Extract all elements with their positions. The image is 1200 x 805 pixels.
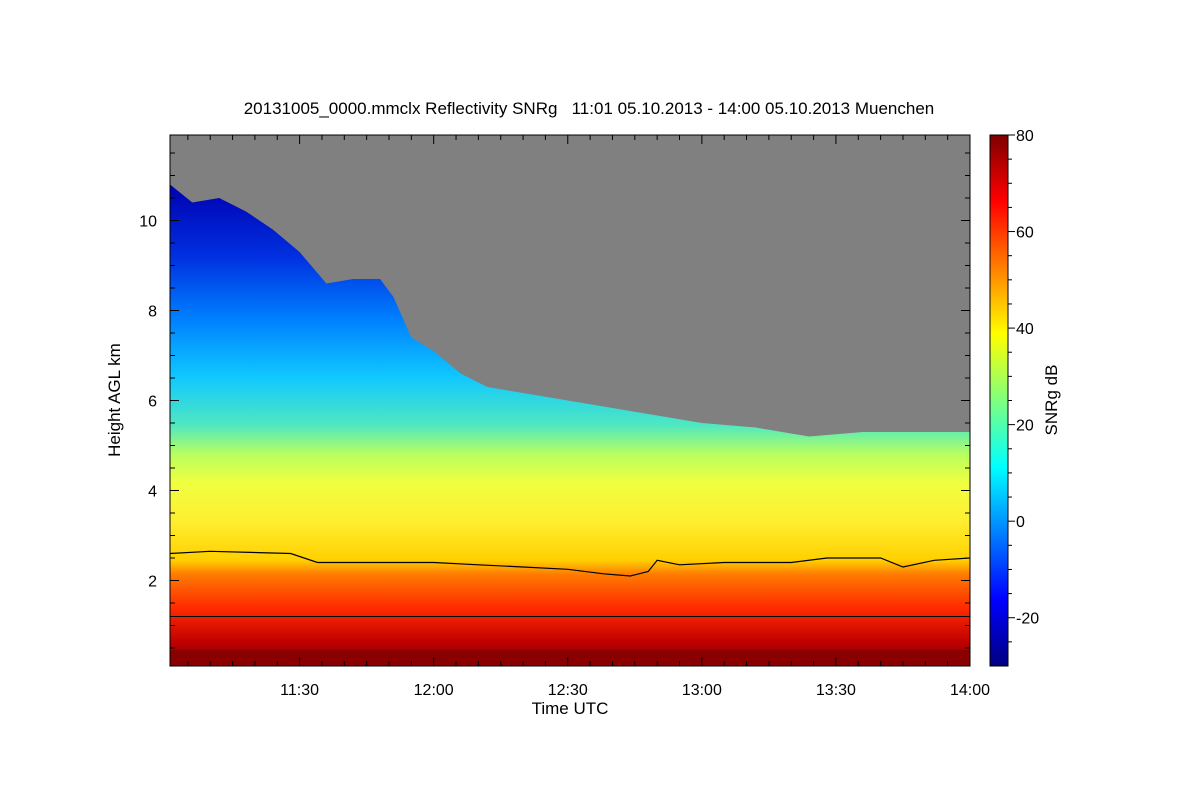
colorbar-tick-label: 20 <box>1016 418 1034 435</box>
y-axis: 2 4 6 8 10 <box>139 152 970 649</box>
x-tick-label: 14:00 <box>950 682 990 699</box>
colorbar-tick-label: 40 <box>1016 321 1034 338</box>
chart-title: 20131005_0000.mmclx Reflectivity SNRg 11… <box>244 99 935 118</box>
x-tick-label: 13:00 <box>682 682 722 699</box>
echo-area <box>170 184 970 666</box>
x-tick-label: 12:30 <box>548 682 588 699</box>
y-tick-label: 4 <box>148 484 157 501</box>
colorbar-ticks: -20 0 20 40 60 80 <box>1008 128 1039 643</box>
y-tick-label: 6 <box>148 394 157 411</box>
x-tick-label: 12:00 <box>414 682 454 699</box>
plot-area <box>170 135 970 666</box>
surface-band <box>170 650 970 666</box>
colorbar-tick-label: 60 <box>1016 225 1034 242</box>
colorbar-label: SNRg dB <box>1042 365 1061 436</box>
y-tick-label: 2 <box>148 574 157 591</box>
melting-layer-line <box>170 550 970 577</box>
colorbar-tick-label: 0 <box>1016 514 1025 531</box>
x-axis-label: Time UTC <box>532 699 609 718</box>
colorbar-tick-label: 80 <box>1016 128 1034 145</box>
x-axis: 11:30 12:00 12:30 13:00 13:30 14:00 <box>187 135 990 699</box>
colorbar-tick-label: -20 <box>1016 611 1039 628</box>
y-tick-label: 10 <box>139 214 157 231</box>
x-tick-label: 11:30 <box>280 682 319 699</box>
y-tick-label: 8 <box>148 304 157 321</box>
colorbar <box>989 134 1009 667</box>
x-tick-label: 13:30 <box>816 682 856 699</box>
y-axis-label: Height AGL km <box>105 343 124 457</box>
